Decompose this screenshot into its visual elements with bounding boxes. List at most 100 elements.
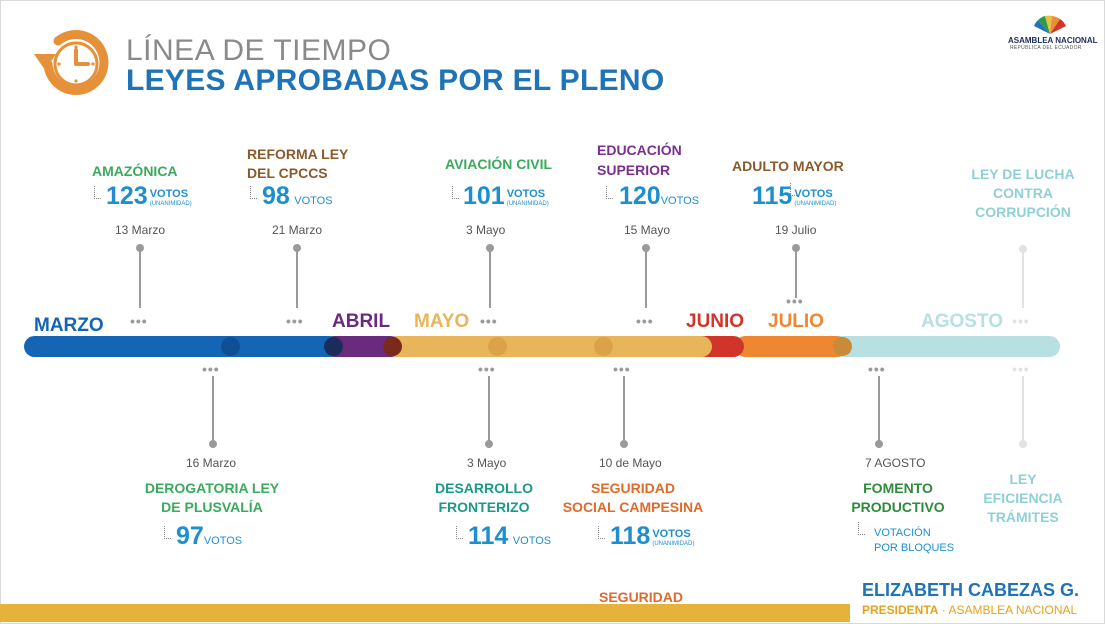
connector-dot	[1019, 245, 1027, 253]
month-label-junio: JUNIO	[686, 311, 745, 332]
law-title-2: DEL CPCCS	[247, 165, 328, 181]
vote-count: 114 VOTOS	[468, 522, 551, 551]
month-label-abril: ABRIL	[332, 311, 391, 332]
connector-line	[489, 248, 491, 308]
law-title-3: CORRUPCIÓN	[975, 204, 1071, 220]
law-title: EDUCACIÓN	[597, 142, 682, 158]
vote-tick-icon	[94, 186, 101, 199]
vote-count: 97VOTOS	[176, 522, 242, 551]
law-title: AVIACIÓN CIVIL	[445, 156, 553, 172]
vote-count: 101 VOTOS (UNANIMIDAD)	[463, 182, 549, 211]
law-title: AMAZÓNICA	[92, 163, 178, 179]
title-line-1: LÍNEA DE TIEMPO	[126, 34, 392, 67]
month-label-julio: JULIO	[768, 311, 824, 332]
law-title: LEY DE LUCHA	[971, 166, 1075, 182]
timeline-segment-mayo	[386, 336, 712, 357]
law-date: 10 de Mayo	[599, 456, 662, 470]
vote-number: 123	[106, 182, 148, 210]
vote-number: 114	[468, 522, 509, 550]
connector-dots: •••	[1012, 313, 1030, 329]
law-date: 3 Mayo	[466, 223, 506, 237]
connector-line	[1022, 250, 1024, 308]
vote-word: VOTOS	[203, 535, 243, 547]
vote-number: 120	[619, 182, 661, 210]
timeline-segment-marzo	[24, 336, 340, 357]
law-title-2: FRONTERIZO	[438, 499, 530, 515]
connector-dots: •••	[636, 313, 654, 329]
law-title: ADULTO MAYOR	[732, 158, 844, 174]
law-title-2: SUPERIOR	[597, 162, 671, 178]
connector-dots: •••	[613, 361, 631, 377]
vote-tick-icon	[250, 186, 257, 199]
law-title: FOMENTO	[863, 480, 933, 496]
vote-note: VOTACIÓN	[874, 527, 931, 539]
timeline-segment-agosto	[820, 336, 1060, 357]
connector-dots: •••	[868, 361, 886, 377]
vote-number: 101	[463, 182, 505, 210]
vote-tick-icon	[598, 526, 605, 539]
vote-count: 118 VOTOS (UNANIMIDAD)	[610, 522, 694, 551]
month-label-mayo: MAYO	[414, 311, 470, 332]
connector-dot	[875, 440, 883, 448]
connector-dot	[1019, 440, 1027, 448]
vote-word: VOTOS	[660, 195, 700, 207]
month-label-marzo: MARZO	[34, 315, 104, 336]
vote-tick-icon	[164, 526, 171, 539]
connector-dots: •••	[286, 313, 304, 329]
vote-word: VOTOS	[149, 188, 189, 200]
law-title: REFORMA LEY	[247, 146, 349, 162]
connector-line	[878, 376, 880, 442]
partial-law-title: SEGURIDAD	[599, 589, 684, 605]
vote-unanimity: (UNANIMIDAD)	[149, 201, 192, 207]
connector-dots: •••	[202, 361, 220, 377]
vote-word: VOTOS	[794, 188, 833, 200]
connector-dot	[293, 244, 301, 252]
connector-line	[139, 248, 141, 308]
timeline-segment-julio	[735, 336, 847, 357]
law-title-2: SOCIAL CAMPESINA	[562, 499, 704, 515]
law-date: 19 Julio	[775, 223, 817, 237]
law-date: 21 Marzo	[272, 223, 323, 237]
vote-count: 123 VOTOS (UNANIMIDAD)	[106, 182, 192, 211]
vote-tick-icon	[456, 526, 463, 539]
vote-tick-icon	[452, 186, 459, 199]
vote-number: 118	[610, 522, 651, 550]
connector-dots: •••	[786, 293, 804, 309]
connector-dot	[620, 440, 628, 448]
timeline-knob	[324, 337, 343, 356]
timeline-knob	[594, 337, 613, 356]
timeline-knob	[488, 337, 507, 356]
vote-count: 98 VOTOS	[262, 182, 333, 211]
clock-icon	[28, 24, 116, 104]
connector-dots: •••	[480, 313, 498, 329]
connector-dots: •••	[478, 361, 496, 377]
law-date: 13 Marzo	[115, 223, 166, 237]
connector-line	[645, 248, 647, 308]
connector-dot	[642, 244, 650, 252]
timeline-knob	[221, 337, 240, 356]
vote-count: 115 VOTOS (UNANIMIDAD)	[752, 182, 837, 211]
law-date: 3 Mayo	[467, 456, 507, 470]
connector-dot	[136, 244, 144, 252]
connector-line	[623, 376, 625, 442]
role-title: PRESIDENTA	[862, 603, 939, 617]
connector-line	[296, 248, 298, 308]
vote-tick-icon	[606, 186, 613, 199]
vote-tick-icon	[790, 183, 797, 196]
connector-dots: •••	[130, 313, 148, 329]
law-title-2: CONTRA	[993, 185, 1053, 201]
timeline-knob	[833, 337, 852, 356]
vote-number: 115	[752, 182, 793, 210]
law-title-2: EFICIENCIA	[983, 490, 1063, 506]
connector-line	[212, 376, 214, 442]
page-title: LEYES APROBADAS POR EL PLENO	[126, 64, 665, 97]
vote-word: VOTOS	[652, 528, 691, 540]
law-title: SEGURIDAD	[590, 480, 675, 496]
vote-count: 120VOTOS	[619, 182, 699, 211]
vote-unanimity: (UNANIMIDAD)	[794, 201, 837, 207]
vote-word: VOTOS	[506, 188, 546, 200]
law-date: 15 Mayo	[624, 223, 671, 237]
role-separator: ·	[938, 603, 949, 617]
law-title-2: DE PLUSVALÍA	[161, 499, 263, 515]
connector-line	[1022, 376, 1024, 442]
